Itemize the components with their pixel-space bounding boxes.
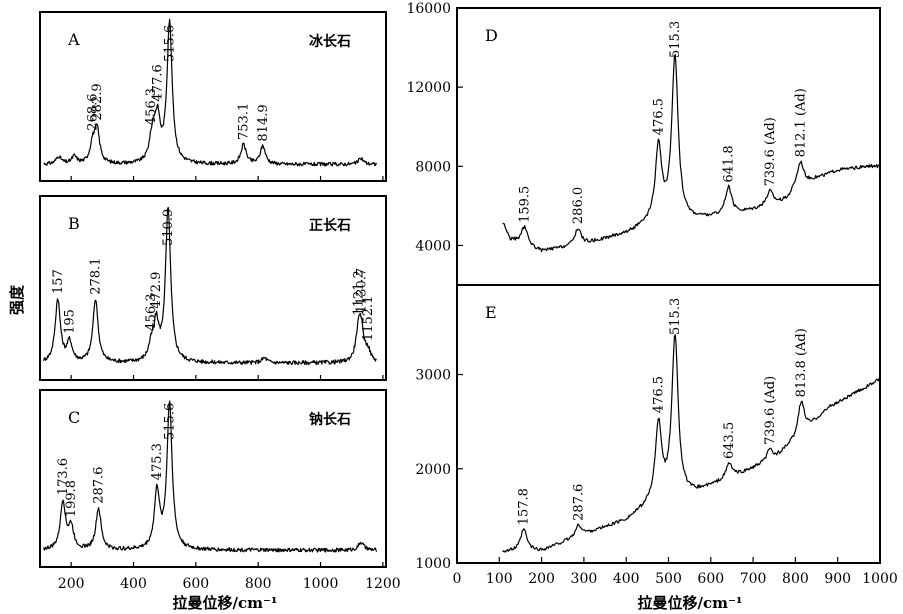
panel-label: E: [485, 303, 497, 322]
x-tick-label: 200: [58, 576, 85, 592]
x-tick-label: 0: [453, 571, 462, 587]
peak-label: 814.9: [256, 104, 271, 141]
x-tick-label: 800: [245, 576, 272, 592]
peak-label: 813.8 (Ad): [794, 328, 809, 397]
peak-label: 195: [63, 309, 78, 334]
panel-label: D: [485, 26, 498, 45]
y-tick-label: 12000: [406, 80, 451, 96]
panel-frame: [39, 195, 387, 381]
spectrum-trace: [43, 400, 378, 553]
peak-label: 477.6: [151, 64, 166, 101]
peak-label: 641.8: [722, 145, 737, 182]
panel-d: D 159.5 286.0 476.5 515.3 641.8 739.6 (Ad) 812.…: [406, 1, 881, 286]
peak-label: 515.3: [668, 21, 683, 58]
x-tick-label: 700: [740, 571, 767, 587]
spectrum-trace: [43, 207, 377, 366]
panel-e: E 157.8 287.6 476.5 515.3 643.5 739.6 (Ad) 813.…: [415, 284, 898, 587]
y-tick-label: 2000: [415, 462, 451, 478]
peak-label: 475.3: [150, 443, 165, 480]
x-tick-label: 500: [655, 571, 682, 587]
y-tick-label: 16000: [406, 1, 451, 17]
x-axis-label-right: 拉曼位移/cm⁻¹: [638, 594, 743, 612]
x-tick-label: 800: [782, 571, 809, 587]
peak-label: 282.9: [90, 83, 105, 120]
y-axis-label: 强度: [8, 284, 26, 315]
x-tick-label: 300: [571, 571, 598, 587]
peak-label: 157: [51, 269, 66, 294]
panel-frame: [39, 11, 387, 182]
x-tick-label: 400: [120, 576, 147, 592]
peak-label: 1130.7: [354, 268, 369, 314]
spectrum-trace: [502, 54, 881, 253]
peak-label: 515.3: [668, 298, 683, 335]
peak-label: 456.3: [144, 293, 159, 330]
spectrum-trace: [502, 334, 881, 553]
peak-label: 1121.2: [351, 270, 366, 316]
y-tick-label: 3000: [415, 368, 451, 384]
peak-label: 159.5: [518, 186, 533, 223]
panel-label: C: [68, 408, 80, 427]
peak-label: 510.9: [161, 209, 176, 246]
peak-label: 515.6: [163, 25, 178, 62]
peak-label: 812.1 (Ad): [794, 88, 809, 157]
panel-label: A: [67, 30, 80, 49]
peak-label: 157.8: [517, 488, 532, 525]
peak-label: 753.1: [237, 103, 252, 140]
peak-label: 286.0: [571, 187, 586, 224]
x-tick-label: 900: [824, 571, 851, 587]
x-tick-label: 600: [182, 576, 209, 592]
y-tick-label: 1000: [415, 556, 451, 572]
peak-label: 739.6 (Ad): [763, 117, 778, 186]
y-tick-label: 4000: [415, 238, 451, 254]
peak-label: 278.1: [89, 258, 104, 295]
peak-label: 268.6: [86, 93, 101, 130]
x-tick-label: 200: [528, 571, 555, 587]
mineral-name: 冰长石: [309, 33, 351, 50]
x-axis-label-left: 拉曼位移/cm⁻¹: [173, 594, 278, 612]
peak-label: 643.5: [722, 422, 737, 459]
peak-label: 199.8: [64, 480, 79, 517]
panel-frame: [39, 389, 387, 568]
x-tick-label: 1000: [303, 576, 339, 592]
peak-label: 1152.1: [361, 296, 376, 342]
x-tick-label: 1200: [365, 576, 401, 592]
peak-label: 472.9: [149, 272, 164, 309]
x-tick-label: 400: [613, 571, 640, 587]
panel-label: B: [68, 214, 80, 233]
mineral-name: 钠长石: [309, 411, 351, 428]
y-tick-label: 8000: [415, 159, 451, 175]
peak-label: 476.5: [652, 376, 667, 413]
mineral-name: 正长石: [309, 217, 351, 234]
spectrum-trace: [43, 18, 378, 167]
x-tick-label: 1000: [862, 571, 898, 587]
x-tick-label: 600: [697, 571, 724, 587]
peak-label: 456.3: [144, 88, 159, 125]
peak-label: 515.6: [163, 403, 178, 440]
peak-label: 739.6 (Ad): [763, 376, 778, 445]
peak-label: 476.5: [652, 98, 667, 135]
peak-label: 173.6: [56, 458, 71, 495]
peak-label: 287.6: [92, 467, 107, 504]
peak-label: 287.6: [572, 484, 587, 521]
x-tick-label: 100: [486, 571, 513, 587]
